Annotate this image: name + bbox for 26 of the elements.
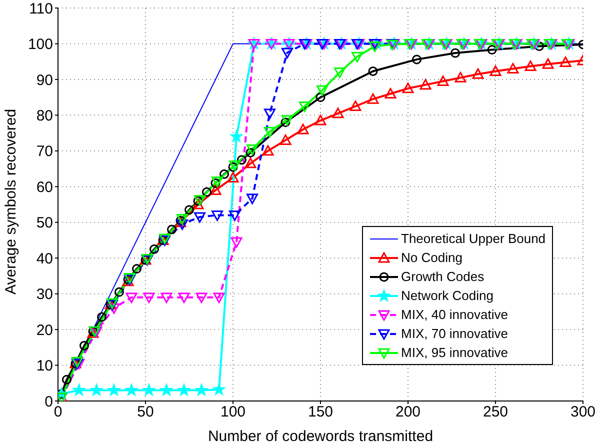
x-tick-label: 50 bbox=[137, 404, 154, 421]
x-tick-label: 200 bbox=[395, 404, 421, 421]
x-tick-label: 250 bbox=[482, 404, 508, 421]
x-tick-label: 150 bbox=[308, 404, 334, 421]
legend-label: MIX, 40 innovative bbox=[401, 307, 508, 322]
y-tick-label: 60 bbox=[36, 178, 53, 196]
legend-label: MIX, 95 innovative bbox=[401, 345, 508, 360]
y-tick-label: 30 bbox=[36, 286, 53, 304]
legend-label: No Coding bbox=[401, 250, 462, 265]
legend-label: MIX, 70 innovative bbox=[401, 326, 508, 341]
y-axis-title: Average symbols recovered bbox=[2, 108, 20, 294]
y-tick-label: 20 bbox=[36, 322, 53, 339]
y-tick-label: 80 bbox=[36, 108, 53, 125]
x-tick-label: 100 bbox=[220, 404, 246, 421]
y-tick-label: 110 bbox=[29, 0, 53, 18]
legend-label: Network Coding bbox=[401, 288, 494, 303]
y-tick-label: 50 bbox=[36, 214, 53, 232]
y-tick-label: 100 bbox=[28, 36, 53, 54]
x-tick-label: 300 bbox=[570, 404, 596, 421]
legend-label: Growth Codes bbox=[401, 269, 484, 284]
y-tick-label: 40 bbox=[36, 250, 53, 268]
y-tick-label: 10 bbox=[36, 358, 53, 375]
x-axis-title: Number of codewords transmitted bbox=[208, 428, 434, 445]
y-tick-label: 90 bbox=[36, 72, 53, 89]
y-tick-label: 70 bbox=[36, 143, 53, 160]
legend-label: Theoretical Upper Bound bbox=[401, 231, 546, 246]
